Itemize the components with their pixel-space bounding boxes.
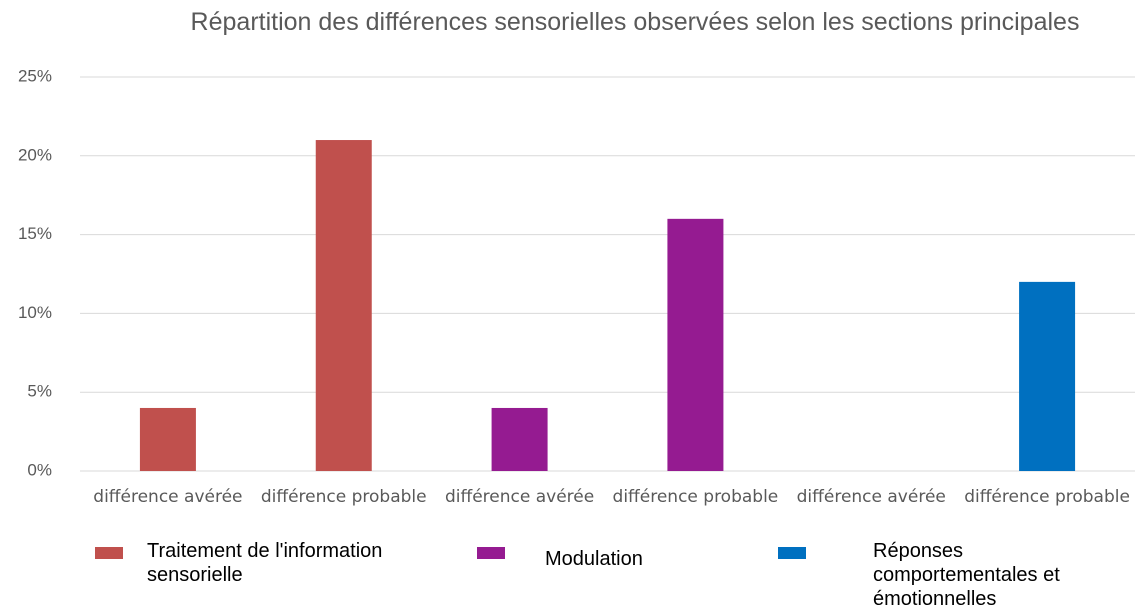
bar xyxy=(315,140,372,472)
legend-label: Traitement de l'information sensorielle xyxy=(147,540,383,586)
legend-label: Modulation xyxy=(545,548,643,570)
y-tick-label: 5% xyxy=(27,382,52,401)
bar xyxy=(491,407,548,471)
y-tick-label: 10% xyxy=(18,303,52,322)
y-tick-label: 0% xyxy=(27,460,52,479)
x-tick-label: différence avérée xyxy=(444,487,595,507)
bar xyxy=(667,218,724,471)
legend-swatch xyxy=(778,547,806,559)
x-tick-label: différence probable xyxy=(964,487,1130,507)
x-tick-label: différence avérée xyxy=(93,487,243,507)
legend-swatch xyxy=(477,547,505,559)
chart-title: Répartition des différences sensorielles… xyxy=(190,8,1080,36)
bar xyxy=(139,407,196,471)
legend-swatch xyxy=(95,547,123,559)
x-tick-label: différence probable xyxy=(612,487,779,507)
bar xyxy=(1019,281,1076,471)
y-tick-label: 20% xyxy=(18,145,52,164)
y-tick-label: 15% xyxy=(18,224,52,243)
x-tick-label: différence avérée xyxy=(796,487,946,507)
legend-label: Réponses comportementales et émotionnell… xyxy=(873,540,1060,610)
y-tick-label: 25% xyxy=(18,66,52,85)
x-tick-label: différence probable xyxy=(260,487,427,507)
